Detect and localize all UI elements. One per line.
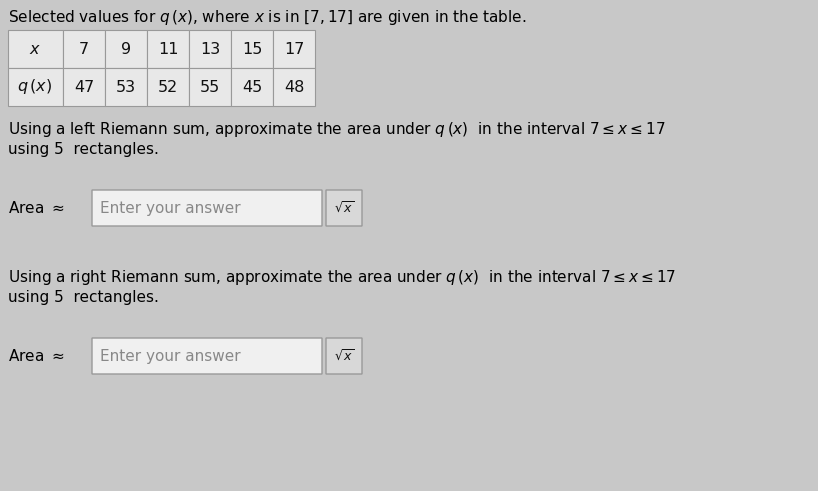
- FancyBboxPatch shape: [63, 68, 105, 106]
- FancyBboxPatch shape: [147, 68, 189, 106]
- Text: 17: 17: [284, 42, 304, 56]
- Text: $x$: $x$: [29, 42, 41, 56]
- FancyBboxPatch shape: [105, 30, 147, 68]
- Text: 7: 7: [79, 42, 89, 56]
- Text: 15: 15: [242, 42, 263, 56]
- Text: 53: 53: [116, 80, 136, 94]
- Text: 13: 13: [200, 42, 220, 56]
- Text: Enter your answer: Enter your answer: [100, 349, 240, 363]
- Text: 9: 9: [121, 42, 131, 56]
- Text: Selected values for $q\,(x)$, where $x$ is in $[7, 17]$ are given in the table.: Selected values for $q\,(x)$, where $x$ …: [8, 8, 527, 27]
- Text: Using a left Riemann sum, approximate the area under $q\,(x)$  in the interval $: Using a left Riemann sum, approximate th…: [8, 120, 666, 139]
- Text: Using a right Riemann sum, approximate the area under $q\,(x)$  in the interval : Using a right Riemann sum, approximate t…: [8, 268, 676, 287]
- FancyBboxPatch shape: [189, 68, 231, 106]
- Text: using 5  rectangles.: using 5 rectangles.: [8, 142, 159, 157]
- FancyBboxPatch shape: [326, 190, 362, 226]
- FancyBboxPatch shape: [105, 68, 147, 106]
- Text: 48: 48: [284, 80, 304, 94]
- Text: 55: 55: [200, 80, 220, 94]
- Text: $q\,(x)$: $q\,(x)$: [17, 78, 52, 97]
- FancyBboxPatch shape: [231, 68, 273, 106]
- FancyBboxPatch shape: [92, 190, 322, 226]
- Text: 47: 47: [74, 80, 94, 94]
- FancyBboxPatch shape: [8, 68, 63, 106]
- Text: $\sqrt{x}$: $\sqrt{x}$: [334, 349, 354, 363]
- Text: 52: 52: [158, 80, 178, 94]
- Text: $\sqrt{x}$: $\sqrt{x}$: [334, 200, 354, 216]
- FancyBboxPatch shape: [273, 30, 315, 68]
- FancyBboxPatch shape: [326, 338, 362, 374]
- FancyBboxPatch shape: [92, 338, 322, 374]
- FancyBboxPatch shape: [231, 30, 273, 68]
- FancyBboxPatch shape: [63, 30, 105, 68]
- Text: Area $\approx$: Area $\approx$: [8, 200, 65, 216]
- Text: 11: 11: [158, 42, 178, 56]
- FancyBboxPatch shape: [189, 30, 231, 68]
- Text: Enter your answer: Enter your answer: [100, 200, 240, 216]
- Text: using 5  rectangles.: using 5 rectangles.: [8, 290, 159, 305]
- FancyBboxPatch shape: [8, 30, 63, 68]
- FancyBboxPatch shape: [147, 30, 189, 68]
- FancyBboxPatch shape: [273, 68, 315, 106]
- Text: 45: 45: [242, 80, 262, 94]
- Text: Area $\approx$: Area $\approx$: [8, 348, 65, 364]
